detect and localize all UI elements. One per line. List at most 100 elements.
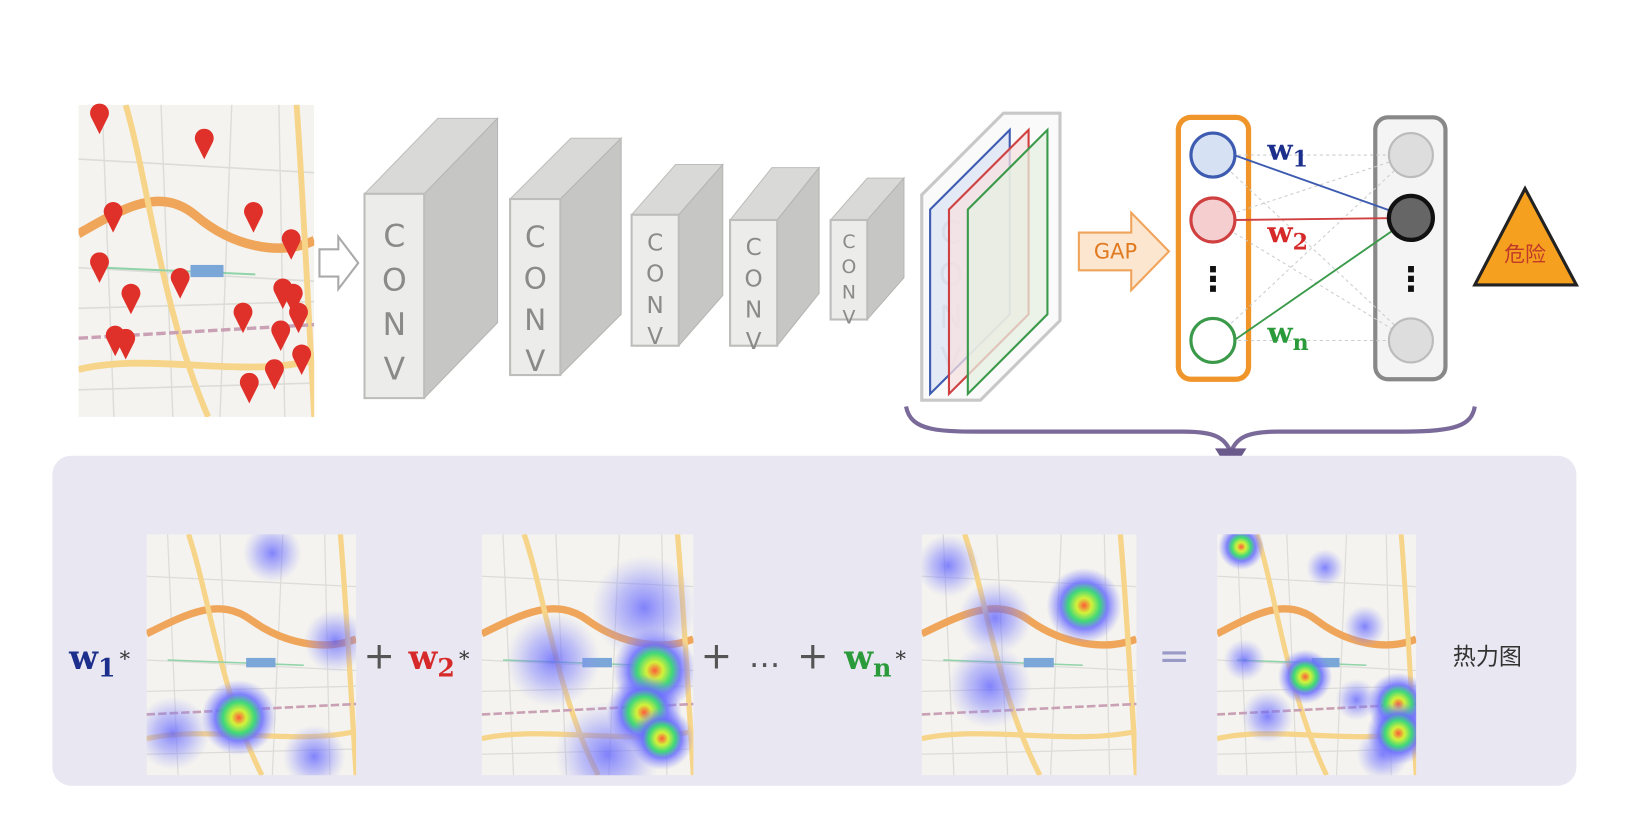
heatmap-overlay bbox=[505, 555, 694, 776]
heatmap-overlay bbox=[921, 534, 1122, 729]
term-operator: * bbox=[459, 646, 470, 670]
weight-label: w2 bbox=[1266, 215, 1308, 256]
gap-node bbox=[1189, 131, 1237, 179]
map-pin bbox=[283, 283, 303, 315]
weight-subscript: 2 bbox=[1293, 229, 1308, 255]
cool-spot bbox=[1223, 639, 1266, 681]
term-subscript: 1 bbox=[98, 652, 115, 682]
danger-triangle bbox=[1472, 185, 1580, 287]
output-node bbox=[1386, 193, 1435, 243]
conv-front bbox=[829, 218, 869, 321]
output-layer bbox=[1373, 115, 1448, 382]
hot-spot bbox=[1218, 534, 1265, 570]
conv-front bbox=[509, 198, 562, 377]
output-node bbox=[1387, 317, 1434, 364]
gap-node bbox=[1189, 316, 1237, 365]
weight-subscript: 1 bbox=[1293, 147, 1308, 173]
result-label: 热力图 bbox=[1453, 644, 1522, 670]
brace bbox=[903, 405, 1477, 459]
gap-label: GAP bbox=[1094, 239, 1137, 263]
conv-front bbox=[630, 213, 680, 347]
map-pin bbox=[281, 229, 301, 260]
cool-spot bbox=[282, 724, 346, 776]
gap-node bbox=[1189, 196, 1237, 244]
map-pin bbox=[271, 320, 291, 351]
weak-connection bbox=[1212, 154, 1412, 341]
danger-label: 危险 bbox=[1504, 243, 1546, 267]
map-pin bbox=[233, 302, 253, 334]
map-pin bbox=[90, 103, 109, 135]
heatmap-overlay bbox=[146, 534, 357, 776]
map-pin bbox=[121, 283, 141, 315]
conv-label: CONV bbox=[376, 218, 412, 396]
equation-term: w1 * bbox=[68, 638, 131, 682]
map-pin bbox=[194, 128, 214, 160]
plus-sign: + bbox=[701, 633, 733, 677]
cool-spot bbox=[146, 696, 210, 770]
cool-spot bbox=[921, 534, 980, 598]
output-node bbox=[1387, 132, 1434, 179]
map-pin bbox=[265, 359, 284, 390]
vertical-dots: ⋮ bbox=[1394, 259, 1428, 298]
weight-symbol: w bbox=[1266, 315, 1293, 350]
term-operator: * bbox=[896, 646, 907, 670]
weight-symbol: w bbox=[1266, 215, 1293, 250]
term-subscript: n bbox=[873, 652, 891, 682]
term-symbol: w bbox=[843, 638, 874, 677]
term-symbol: w bbox=[408, 638, 439, 677]
ellipsis: … bbox=[749, 639, 780, 675]
hot-spot bbox=[1366, 701, 1417, 765]
map-pin bbox=[170, 268, 190, 299]
term-operator: * bbox=[120, 646, 131, 670]
hot-spot bbox=[201, 679, 277, 756]
heatmap-overlay bbox=[1218, 534, 1417, 776]
map-pin bbox=[103, 202, 123, 233]
weight-subscript: n bbox=[1293, 330, 1309, 356]
weak-connection bbox=[1212, 219, 1412, 341]
conv-label: CONV bbox=[838, 232, 859, 333]
conv-front bbox=[729, 218, 779, 347]
term-subscript: 2 bbox=[437, 652, 454, 682]
weight-label: w1 bbox=[1266, 132, 1308, 173]
hot-spot bbox=[1277, 649, 1333, 704]
weight-connection bbox=[1233, 217, 1412, 342]
feature-map bbox=[966, 127, 1049, 397]
cool-spot bbox=[303, 609, 357, 673]
cool-spot bbox=[243, 534, 302, 583]
map-pin bbox=[90, 252, 109, 283]
equation-term: wn * bbox=[843, 638, 906, 682]
weak-connection bbox=[1212, 154, 1412, 341]
gap-layer bbox=[1175, 114, 1252, 382]
map-pin bbox=[116, 328, 136, 360]
map-pin bbox=[239, 372, 259, 404]
weight-connection bbox=[1233, 154, 1412, 219]
cool-spot bbox=[1343, 605, 1386, 648]
conv-label: CONV bbox=[642, 230, 668, 355]
plus-sign: + bbox=[797, 633, 829, 677]
cool-spot bbox=[1306, 548, 1344, 587]
plus-sign: + bbox=[363, 633, 395, 677]
gap-arrow bbox=[1077, 210, 1171, 293]
equals-sign: = bbox=[1158, 633, 1190, 677]
conv-front bbox=[363, 192, 426, 400]
weight-label: wn bbox=[1266, 315, 1308, 356]
equation-term: w2 * bbox=[408, 638, 471, 682]
conv-label: CONV bbox=[518, 220, 552, 385]
heatmap-panel bbox=[52, 455, 1577, 786]
cool-spot bbox=[958, 581, 1032, 655]
hot-spot bbox=[630, 707, 694, 770]
cool-spot bbox=[947, 644, 1032, 729]
map-pin bbox=[244, 202, 263, 233]
cool-spot bbox=[1335, 678, 1378, 721]
conv-label: CONV bbox=[741, 235, 767, 360]
vertical-dots: ⋮ bbox=[1196, 259, 1230, 298]
weight-connection bbox=[1233, 216, 1411, 221]
map-pin bbox=[292, 344, 312, 376]
weight-symbol: w bbox=[1266, 132, 1293, 167]
input-arrow bbox=[318, 233, 360, 293]
cool-spot bbox=[1241, 690, 1294, 743]
term-symbol: w bbox=[68, 638, 99, 677]
cool-spot bbox=[505, 612, 601, 708]
